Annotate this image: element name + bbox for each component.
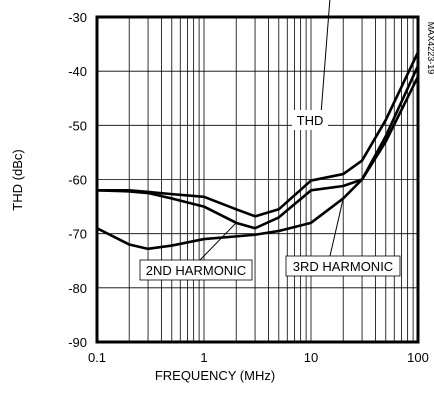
legend-label: 2ND HARMONIC (146, 263, 246, 278)
y-tick-label: -30 (68, 10, 87, 25)
callout-box (139, 259, 253, 281)
callout-box (285, 255, 401, 277)
x-tick-label: 1 (200, 350, 207, 365)
y-tick-label: -70 (68, 227, 87, 242)
y-tick-label: -60 (68, 173, 87, 188)
x-tick-label: 100 (407, 350, 429, 365)
plot-frame (95, 15, 420, 344)
x-tick-label: 10 (304, 350, 318, 365)
series-line (96, 76, 420, 251)
x-tick-label: 0.1 (88, 350, 106, 365)
y-tick-label: -50 (68, 118, 87, 133)
callout-leader (329, 198, 344, 257)
legend-label: 3RD HARMONIC (293, 259, 393, 274)
y-tick-label: -40 (68, 64, 87, 79)
legend-label: THD (297, 113, 324, 128)
x-axis-label: FREQUENCY (MHz) (155, 368, 275, 383)
y-axis-label: THD (dBc) (10, 149, 25, 210)
y-tick-label: -90 (68, 335, 87, 350)
callout-box (292, 110, 328, 130)
callout-leader (319, 0, 331, 128)
callout-leader (199, 222, 237, 261)
figure-code: MAX4223-19 (426, 22, 434, 75)
y-tick-label: -80 (68, 281, 87, 296)
